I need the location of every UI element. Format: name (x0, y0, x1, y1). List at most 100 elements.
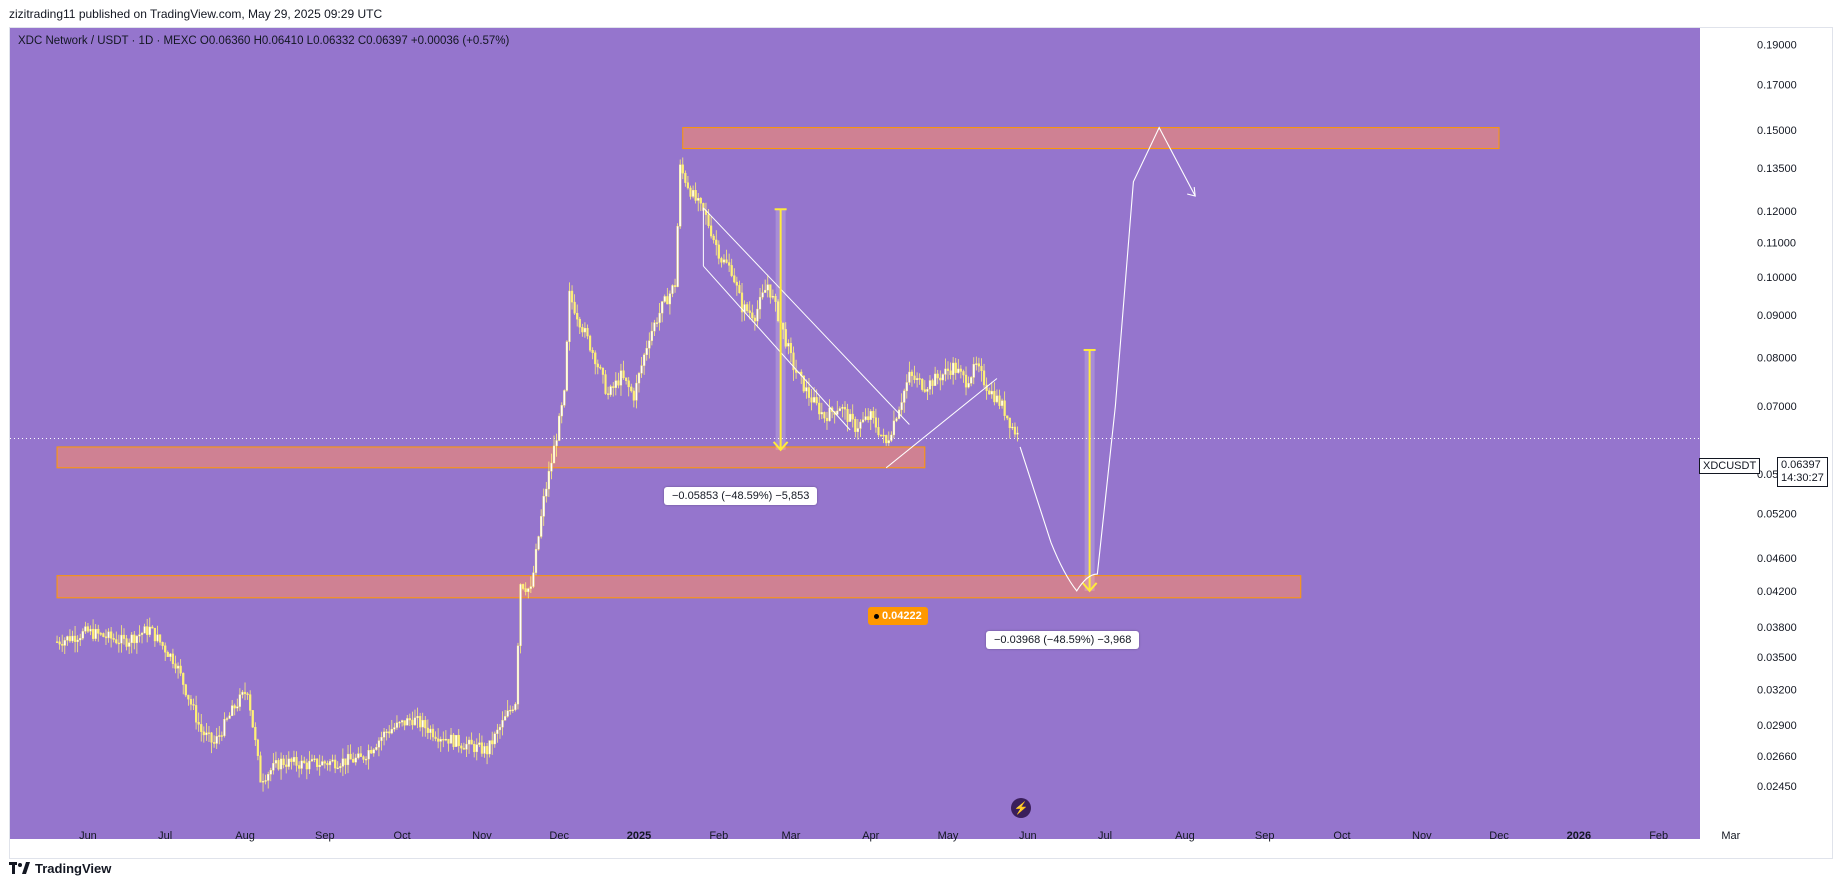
candle-body (789, 343, 793, 354)
candle-body (200, 724, 203, 732)
candle-body (815, 397, 818, 404)
candle-body (632, 390, 635, 401)
price-tick-label: 0.05200 (1757, 509, 1797, 521)
candle (316, 758, 319, 771)
candle (532, 565, 535, 589)
candle (169, 652, 172, 662)
candle (238, 688, 241, 711)
candle-body (867, 416, 870, 420)
candle (205, 722, 208, 741)
candle-body (133, 634, 136, 644)
candle (349, 744, 352, 760)
candle-body (334, 759, 337, 769)
candle-body (166, 652, 169, 657)
candle (640, 357, 643, 378)
candle (957, 359, 960, 374)
candle-body (122, 634, 126, 639)
candle-body (251, 710, 254, 728)
candle (586, 324, 589, 340)
candle (91, 619, 95, 642)
candle-body (887, 440, 890, 444)
candle-body (643, 354, 646, 366)
price-tick-label: 0.15000 (1757, 125, 1797, 137)
candle (460, 743, 463, 754)
candle (542, 488, 545, 526)
candle-body (756, 308, 759, 322)
price-axis[interactable] (1700, 28, 1832, 858)
lightning-icon[interactable]: ⚡ (1011, 798, 1031, 818)
candle (76, 635, 79, 653)
time-tick-label: Jul (158, 830, 172, 842)
candle-body (841, 407, 844, 409)
candle-body (676, 226, 679, 287)
candle (861, 411, 865, 424)
candle (537, 535, 540, 551)
candle-body (952, 362, 955, 376)
candle-body (967, 383, 970, 388)
candle-body (689, 187, 692, 197)
level-price-tag[interactable]: 0.04222 (868, 607, 928, 625)
candle (563, 389, 566, 408)
candle (243, 682, 247, 701)
candle-body (316, 758, 319, 767)
candle (58, 637, 61, 650)
candle (493, 731, 496, 748)
candle-body (274, 760, 278, 764)
candle (650, 322, 653, 346)
candle (856, 419, 859, 440)
time-axis[interactable] (10, 839, 1700, 858)
candle (279, 752, 283, 780)
candle-body (1011, 426, 1014, 429)
candle-body (936, 373, 939, 379)
candle-body (84, 626, 87, 632)
candle (673, 278, 677, 293)
channel-lower-line (703, 265, 851, 431)
candle (449, 727, 453, 744)
candle (818, 396, 821, 420)
candle-body (460, 745, 463, 749)
candle-body (653, 322, 656, 332)
candle-body (480, 742, 484, 754)
candle (756, 300, 759, 328)
candle (431, 724, 435, 742)
candle (740, 283, 744, 322)
candle-body (388, 731, 391, 734)
candle-body (321, 761, 324, 766)
candle-body (426, 727, 429, 733)
candle-body (256, 739, 259, 756)
candle-body (555, 440, 558, 447)
measure-arrow-2 (1081, 348, 1098, 593)
candle-body (380, 737, 383, 741)
candle (607, 386, 610, 400)
candle-body (220, 735, 223, 737)
candle (555, 433, 558, 457)
candle-body (171, 653, 175, 664)
symbol-ohlc-legend[interactable]: XDC Network / USDT · 1D · MEXC O0.06360 … (18, 35, 510, 47)
candle-body (640, 365, 643, 374)
tradingview-brand[interactable]: TradingView (9, 858, 111, 878)
candle-body (411, 719, 414, 726)
candle-body (931, 380, 934, 386)
candle (483, 742, 486, 758)
candle-body (934, 373, 937, 386)
measure-arrowhead (772, 441, 789, 452)
candle (79, 633, 82, 647)
candle-body (959, 368, 962, 372)
candle-body (977, 363, 980, 367)
candle-body (359, 753, 362, 757)
candle-body (238, 694, 241, 707)
candle (743, 300, 746, 321)
candle (869, 409, 872, 430)
candle-body (895, 418, 898, 422)
candle-body (962, 371, 965, 376)
candle (601, 367, 605, 384)
candle (570, 285, 574, 310)
candle (782, 322, 785, 340)
candle-body (681, 164, 684, 174)
candle (364, 756, 368, 765)
candle-body (146, 626, 149, 635)
candle (426, 719, 429, 740)
time-tick-label: Mar (1721, 830, 1740, 842)
candle (246, 692, 249, 700)
candle (290, 757, 293, 770)
